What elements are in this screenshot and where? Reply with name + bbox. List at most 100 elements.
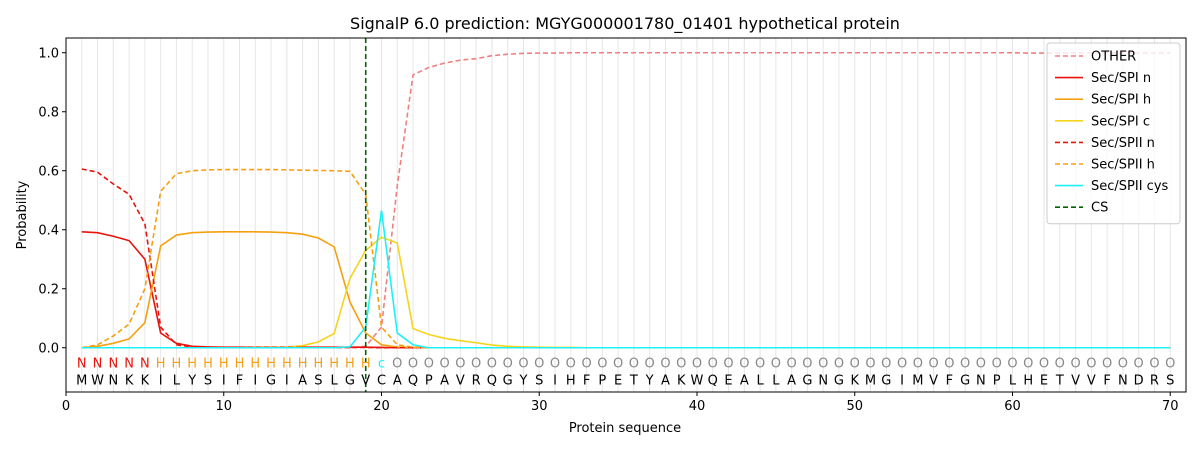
region-label: H xyxy=(156,357,166,372)
region-label: O xyxy=(439,357,449,372)
region-label: O xyxy=(692,357,702,372)
region-label: N xyxy=(108,357,118,372)
residue-label: H xyxy=(566,373,576,388)
region-label: O xyxy=(944,357,954,372)
region-label: H xyxy=(329,357,339,372)
region-label: O xyxy=(408,357,418,372)
residue-label: C xyxy=(377,373,386,388)
region-label: O xyxy=(755,357,765,372)
residue-label: R xyxy=(1150,373,1159,388)
y-tick-label: 1.0 xyxy=(38,46,59,61)
region-label: H xyxy=(361,357,371,372)
residue-label: K xyxy=(677,373,686,388)
residue-label: S xyxy=(204,373,212,388)
residue-label: M xyxy=(912,373,923,388)
region-label: O xyxy=(960,357,970,372)
region-label: N xyxy=(140,357,150,372)
region-label: O xyxy=(1118,357,1128,372)
residue-label: G xyxy=(266,373,276,388)
legend-entry: OTHER xyxy=(1091,50,1136,65)
residue-label: A xyxy=(740,373,749,388)
region-label: O xyxy=(1134,357,1144,372)
region-label: H xyxy=(219,357,229,372)
region-label: O xyxy=(455,357,465,372)
region-label: H xyxy=(298,357,308,372)
residue-label: A xyxy=(393,373,402,388)
residue-label: Q xyxy=(408,373,418,388)
residue-label: I xyxy=(285,373,289,388)
legend-entry: Sec/SPI h xyxy=(1091,93,1151,108)
residue-label: V xyxy=(361,373,370,388)
residue-label: I xyxy=(900,373,904,388)
residue-label: N xyxy=(1118,373,1128,388)
residue-label: E xyxy=(1040,373,1048,388)
region-label: N xyxy=(93,357,103,372)
residue-label: E xyxy=(724,373,732,388)
series-line-other xyxy=(81,51,1171,349)
y-tick-label: 0.6 xyxy=(38,164,59,179)
y-tick-label: 0.0 xyxy=(38,341,59,356)
residue-label: G xyxy=(960,373,970,388)
series-line-sec-spi-h xyxy=(81,231,1171,349)
region-label: O xyxy=(645,357,655,372)
residue-label: H xyxy=(1023,373,1033,388)
region-label: O xyxy=(1086,357,1096,372)
region-label: O xyxy=(597,357,607,372)
region-label: O xyxy=(550,357,560,372)
x-tick-label: 60 xyxy=(1004,399,1021,414)
region-label: O xyxy=(881,357,891,372)
residue-label: G xyxy=(834,373,844,388)
region-label: H xyxy=(266,357,276,372)
residue-label: L xyxy=(331,373,339,388)
residue-label: F xyxy=(583,373,590,388)
region-label: O xyxy=(1007,357,1017,372)
region-label: O xyxy=(865,357,875,372)
legend-entry: Sec/SPII cys xyxy=(1091,179,1169,194)
region-label: O xyxy=(613,357,623,372)
residue-label: G xyxy=(345,373,355,388)
residue-label: K xyxy=(141,373,150,388)
region-label: O xyxy=(676,357,686,372)
region-label: N xyxy=(124,357,134,372)
residue-label: L xyxy=(772,373,780,388)
region-label: O xyxy=(850,357,860,372)
residue-label: I xyxy=(159,373,163,388)
region-label: O xyxy=(1070,357,1080,372)
residue-label: F xyxy=(236,373,243,388)
series-line-sec-spi-n xyxy=(81,231,1171,349)
residue-label: Y xyxy=(187,373,196,388)
residue-label: N xyxy=(976,373,986,388)
region-label: O xyxy=(1149,357,1159,372)
residue-label: K xyxy=(850,373,859,388)
residue-label: P xyxy=(993,373,1001,388)
chart-title: SignalP 6.0 prediction: MGYG000001780_01… xyxy=(350,14,900,34)
y-tick-label: 0.4 xyxy=(38,223,59,238)
region-label: O xyxy=(471,357,481,372)
region-label: O xyxy=(534,357,544,372)
residue-label: M xyxy=(865,373,876,388)
residue-label: L xyxy=(1009,373,1017,388)
x-tick-label: 10 xyxy=(215,399,232,414)
residue-label: V xyxy=(456,373,465,388)
region-label: O xyxy=(1165,357,1175,372)
residue-label: W xyxy=(91,373,104,388)
region-label: O xyxy=(818,357,828,372)
residue-label: M xyxy=(76,373,87,388)
residue-label: V xyxy=(1071,373,1080,388)
y-axis-label: Probability xyxy=(15,180,30,249)
residue-label: G xyxy=(881,373,891,388)
region-label: O xyxy=(802,357,812,372)
residue-label: L xyxy=(173,373,181,388)
residue-label: A xyxy=(298,373,307,388)
residue-label: S xyxy=(535,373,543,388)
residue-label: W xyxy=(691,373,704,388)
legend-box xyxy=(1046,42,1181,225)
residue-label: P xyxy=(425,373,433,388)
legend-entry: Sec/SPI c xyxy=(1091,114,1150,129)
plot-frame xyxy=(65,37,1187,393)
region-label: O xyxy=(660,357,670,372)
y-tick-label: 0.8 xyxy=(38,105,59,120)
residue-label: I xyxy=(253,373,257,388)
residue-label: Y xyxy=(518,373,527,388)
